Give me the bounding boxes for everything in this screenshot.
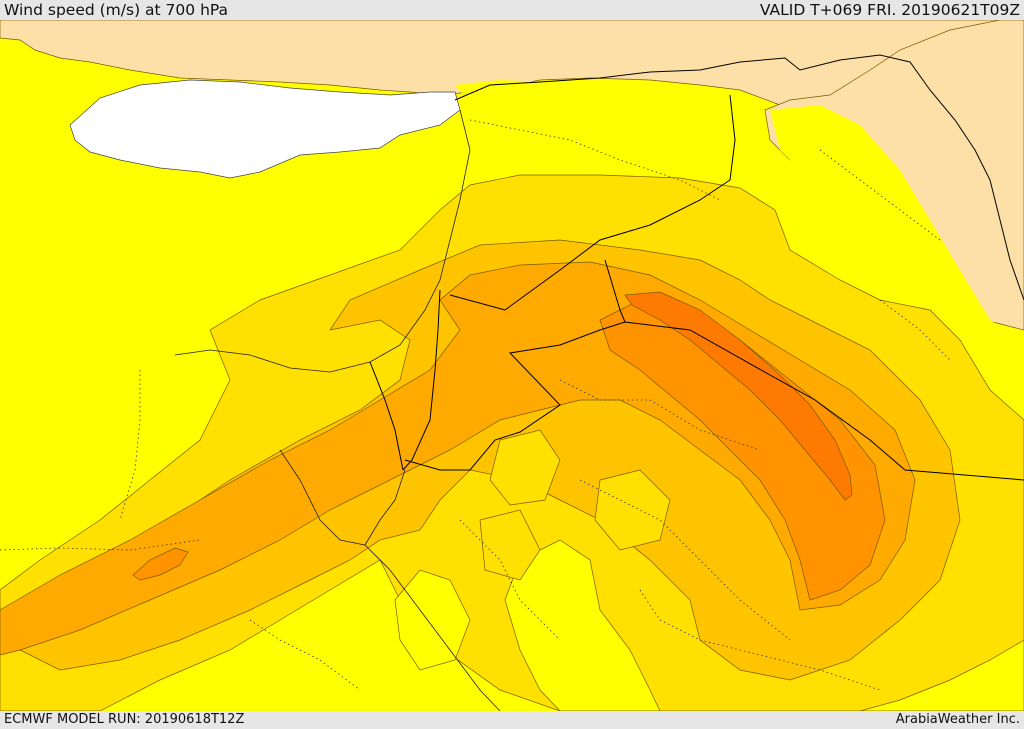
border-jordan-iraq: [604, 259, 1024, 481]
yellow-hole-south-1: [504, 539, 661, 711]
internal-boundaries: [0, 119, 951, 691]
yellow-hole-west: [394, 569, 471, 671]
band-higher-pocket-southwest: [132, 547, 189, 581]
sea-uncovered: [69, 79, 461, 179]
country-borders: [369, 54, 1024, 481]
border-turkey-syria: [454, 54, 1024, 301]
model-run-label: ECMWF MODEL RUN: 20190618T12Z: [4, 712, 245, 727]
valid-time-label: VALID T+069 FRI. 20190621T09Z: [759, 1, 1020, 19]
yellow-patch-north: [455, 80, 760, 160]
footer-bar: ECMWF MODEL RUN: 20190618T12Z ArabiaWeat…: [0, 711, 1024, 729]
band-max: [624, 291, 853, 501]
coastlines: [174, 109, 501, 711]
border-jordan-israel: [402, 289, 441, 471]
map-title: Wind speed (m/s) at 700 hPa: [4, 1, 229, 19]
border-egypt-israel: [369, 361, 404, 471]
wind-speed-map: [0, 20, 1024, 711]
border-saudi-jordan: [404, 321, 626, 471]
band-higher: [599, 299, 886, 601]
band-low-hole-2: [594, 469, 671, 551]
border-syria-iraq: [449, 94, 736, 311]
header-bar: Wind speed (m/s) at 700 hPa VALID T+069 …: [0, 0, 1024, 20]
credit-label: ArabiaWeather Inc.: [895, 712, 1020, 727]
band-low-hole-1: [489, 429, 561, 506]
yellow-hole-south-2: [859, 639, 1024, 711]
band-low-hole-3: [479, 509, 541, 581]
